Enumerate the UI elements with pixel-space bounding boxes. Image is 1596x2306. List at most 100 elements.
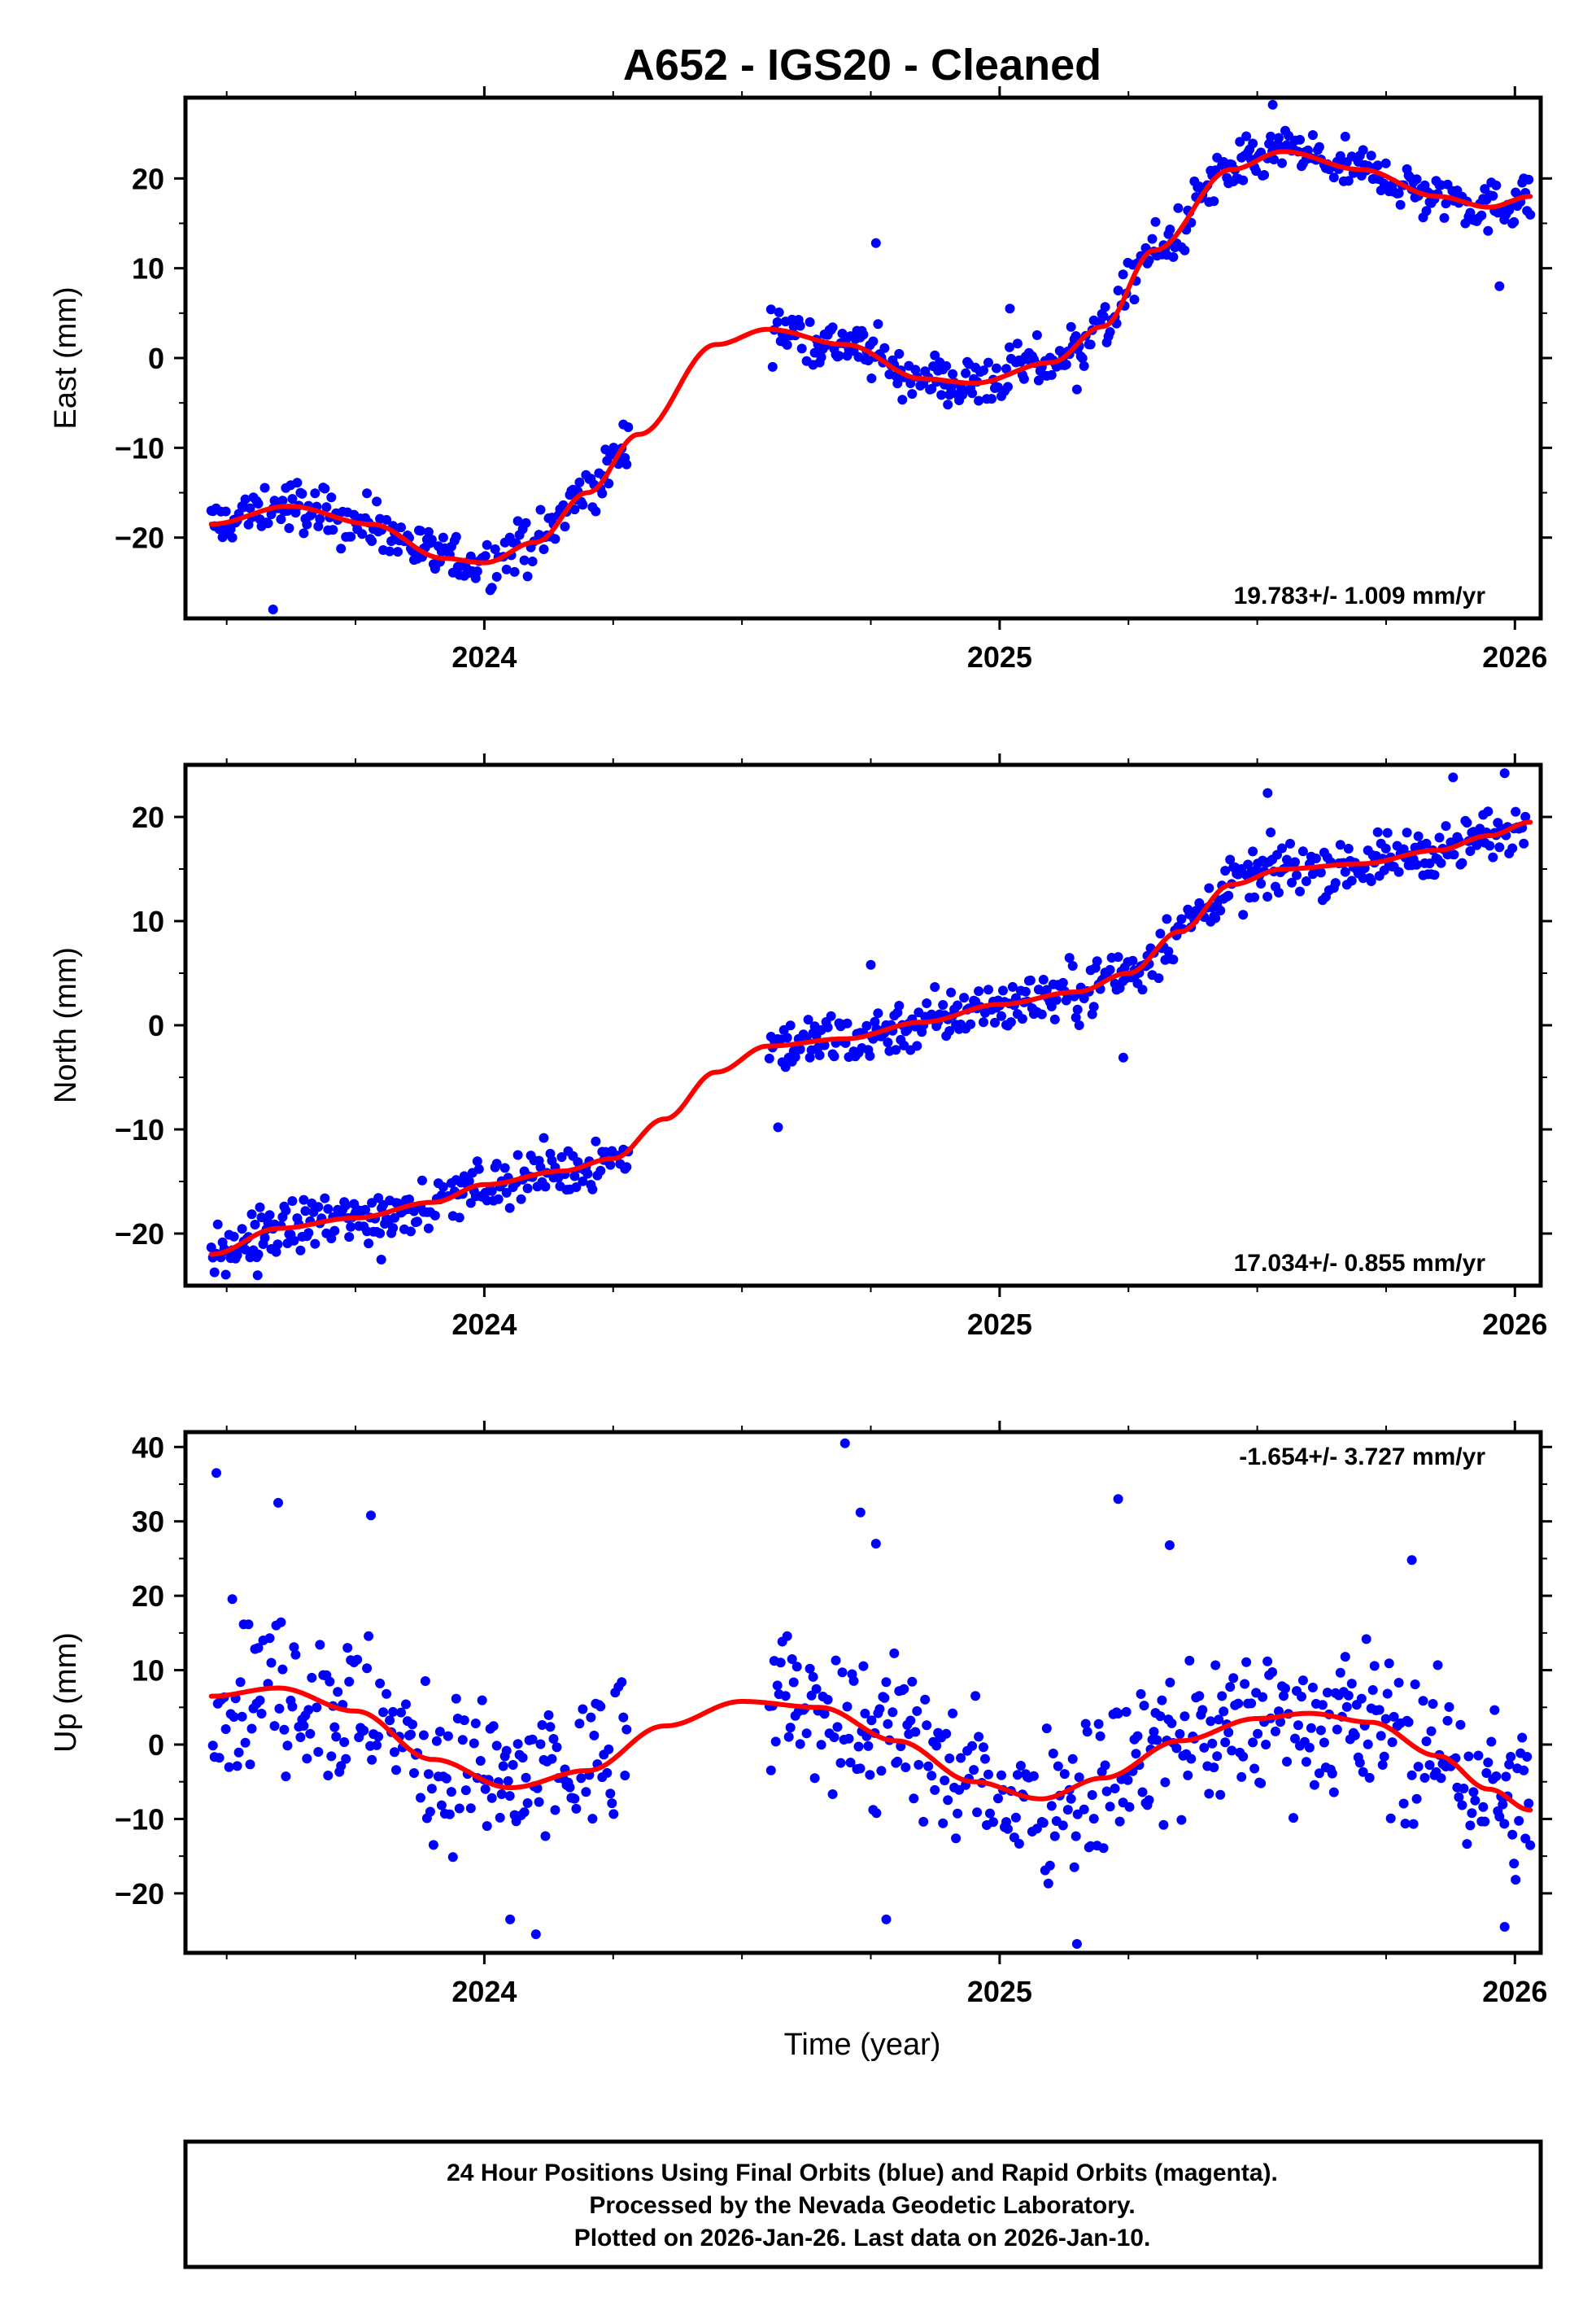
- data-point: [501, 1187, 512, 1198]
- data-point: [1478, 1802, 1489, 1812]
- data-point: [827, 1789, 838, 1799]
- data-point: [927, 1771, 937, 1781]
- data-point: [1176, 914, 1187, 924]
- data-point: [240, 1244, 251, 1255]
- data-point: [1220, 1737, 1231, 1748]
- data-point: [326, 1234, 337, 1243]
- data-point: [774, 307, 784, 317]
- data-point: [491, 571, 502, 582]
- data-point: [464, 1176, 474, 1186]
- data-point: [1398, 1798, 1409, 1809]
- data-point: [297, 488, 307, 499]
- data-point: [229, 1231, 239, 1242]
- y-tick-label: −10: [115, 1113, 164, 1146]
- data-point: [1093, 1719, 1104, 1729]
- data-point: [920, 1694, 931, 1705]
- panel-up: −20 −10 0 10 20 30 40 2024 2025 2026 Up (mm) -1.654…: [49, 1421, 1552, 2008]
- data-point: [521, 1772, 531, 1783]
- footer-line-3: Plotted on 2026-Jan-26. Last data on 202…: [574, 2225, 1151, 2251]
- y-tick-label: 20: [132, 1579, 164, 1613]
- data-point: [253, 1643, 264, 1653]
- data-point: [597, 488, 608, 499]
- data-point: [326, 1751, 337, 1762]
- data-point: [1520, 811, 1531, 822]
- data-point: [1379, 178, 1389, 189]
- data-point: [1180, 245, 1190, 255]
- data-point: [923, 1761, 934, 1771]
- data-point: [764, 1053, 774, 1063]
- data-point: [472, 566, 482, 577]
- data-point: [1507, 1829, 1518, 1840]
- data-point: [1465, 1820, 1476, 1831]
- data-point: [1066, 321, 1076, 332]
- data-point: [451, 1693, 461, 1704]
- footer-line-2: Processed by the Nevada Geodetic Laborat…: [589, 2192, 1135, 2219]
- data-point: [1048, 1749, 1058, 1758]
- data-point: [1241, 1657, 1252, 1667]
- data-point: [1158, 1819, 1169, 1830]
- data-point: [472, 1156, 482, 1167]
- data-point: [404, 1194, 414, 1204]
- data-point: [1506, 1752, 1516, 1762]
- data-point: [1393, 867, 1404, 877]
- data-point: [1046, 1801, 1057, 1811]
- data-point: [967, 388, 978, 399]
- data-point: [246, 1209, 257, 1220]
- data-point: [844, 1733, 854, 1744]
- y-tick-label: 10: [132, 905, 164, 938]
- data-point: [416, 526, 425, 536]
- data-point: [1249, 892, 1260, 902]
- data-point: [1358, 145, 1368, 155]
- data-point: [620, 1771, 630, 1780]
- data-point: [1314, 142, 1324, 152]
- y-tick-label: −20: [115, 1217, 164, 1251]
- data-point: [772, 1680, 783, 1691]
- data-point: [1384, 1658, 1394, 1669]
- data-point: [401, 1699, 411, 1710]
- data-point: [273, 1497, 283, 1508]
- data-point: [1280, 1684, 1290, 1693]
- data-point: [930, 982, 940, 992]
- data-point: [992, 363, 1001, 373]
- data-point: [589, 1730, 600, 1740]
- data-point: [914, 1759, 924, 1770]
- data-point: [473, 1164, 484, 1174]
- data-point: [299, 1194, 309, 1205]
- data-point: [1147, 234, 1158, 244]
- data-point: [1088, 1814, 1099, 1824]
- data-point: [941, 1728, 952, 1739]
- data-point: [227, 1594, 238, 1605]
- data-point: [618, 1712, 629, 1723]
- data-point: [232, 1761, 242, 1771]
- data-point: [1098, 1843, 1109, 1854]
- data-point: [279, 1724, 290, 1735]
- data-point: [1426, 1726, 1437, 1736]
- data-point: [1003, 382, 1013, 392]
- data-point: [1406, 1770, 1417, 1780]
- data-point: [426, 1784, 437, 1794]
- data-point: [1398, 844, 1409, 854]
- data-point: [1215, 1789, 1226, 1800]
- data-point: [292, 478, 303, 488]
- data-point: [367, 1754, 377, 1765]
- data-point: [1053, 1761, 1063, 1771]
- data-point: [1215, 906, 1226, 915]
- data-point: [956, 1753, 966, 1763]
- data-point: [1367, 1685, 1378, 1695]
- data-point: [1144, 1795, 1154, 1806]
- data-point: [1038, 975, 1049, 985]
- data-point: [922, 998, 932, 1008]
- data-point: [1520, 1833, 1531, 1844]
- data-point: [1012, 338, 1023, 349]
- data-point: [1210, 1660, 1221, 1671]
- data-point: [1066, 1793, 1076, 1804]
- data-point: [1366, 151, 1376, 161]
- data-point: [527, 557, 538, 566]
- data-point: [1522, 1752, 1533, 1762]
- data-point: [788, 1677, 799, 1688]
- data-point: [578, 1704, 588, 1714]
- data-point: [1432, 1660, 1443, 1671]
- data-point: [535, 1162, 546, 1173]
- data-point: [1295, 886, 1305, 897]
- data-point: [1441, 821, 1451, 832]
